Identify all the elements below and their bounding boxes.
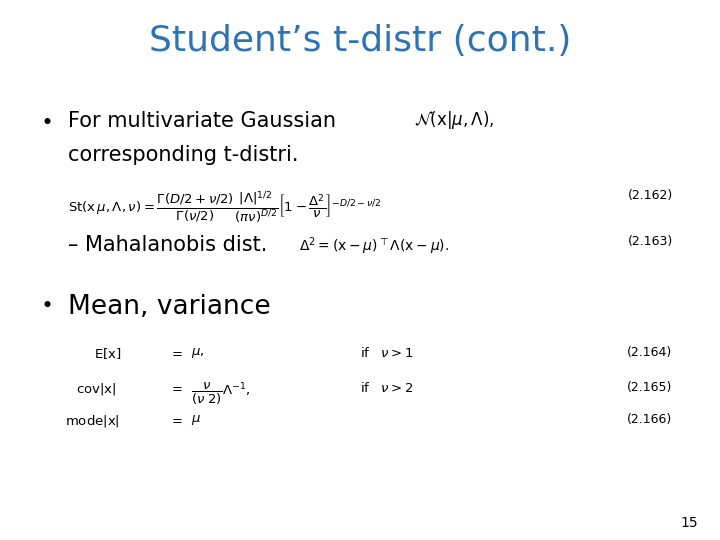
Text: $=$: $=$ [169, 346, 184, 359]
Text: $\bullet$: $\bullet$ [40, 111, 51, 131]
Text: $\mathcal{N}(\mathrm{x}|\mu, \Lambda)$,: $\mathcal{N}(\mathrm{x}|\mu, \Lambda)$, [414, 109, 495, 131]
Text: $\mathrm{E[x]}$: $\mathrm{E[x]}$ [94, 346, 121, 361]
Text: $\mathrm{St(x\,}\mu, \Lambda, \nu) = \dfrac{\Gamma(D/2+\nu/2)}{\Gamma(\nu/2)}\df: $\mathrm{St(x\,}\mu, \Lambda, \nu) = \df… [68, 189, 382, 225]
Text: $=$: $=$ [169, 413, 184, 426]
Text: (2.166): (2.166) [626, 413, 672, 426]
Text: $\mathrm{mode|x|}$: $\mathrm{mode|x|}$ [65, 413, 120, 429]
Text: Mean, variance: Mean, variance [68, 294, 271, 320]
Text: corresponding t-distri.: corresponding t-distri. [68, 145, 299, 165]
Text: (2.164): (2.164) [626, 346, 672, 359]
Text: if   $\nu > 2$: if $\nu > 2$ [360, 381, 414, 395]
Text: $\mathrm{cov|x|}$: $\mathrm{cov|x|}$ [76, 381, 116, 397]
Text: $\Delta^2 = (\mathrm{x} - \mu)^\top \Lambda(\mathrm{x} - \mu).$: $\Delta^2 = (\mathrm{x} - \mu)^\top \Lam… [299, 235, 449, 256]
Text: – Mahalanobis dist.: – Mahalanobis dist. [68, 235, 268, 255]
Text: (2.163): (2.163) [628, 235, 673, 248]
Text: Student’s t-distr (cont.): Student’s t-distr (cont.) [149, 24, 571, 58]
Text: $\mu,$: $\mu,$ [191, 346, 204, 360]
Text: $\mu$: $\mu$ [191, 413, 201, 427]
Text: 15: 15 [681, 516, 698, 530]
Text: $\dfrac{\nu}{(\nu\;2)}\Lambda^{-1},$: $\dfrac{\nu}{(\nu\;2)}\Lambda^{-1},$ [191, 381, 251, 407]
Text: $=$: $=$ [169, 381, 184, 394]
Text: $\bullet$: $\bullet$ [40, 294, 51, 314]
Text: (2.162): (2.162) [628, 189, 673, 202]
Text: if   $\nu > 1$: if $\nu > 1$ [360, 346, 414, 360]
Text: (2.165): (2.165) [626, 381, 672, 394]
Text: For multivariate Gaussian: For multivariate Gaussian [68, 111, 336, 131]
